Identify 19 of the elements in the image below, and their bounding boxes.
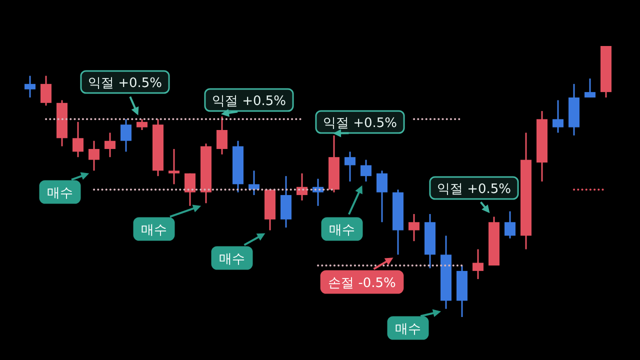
annotation: 익절 +0.5% — [212, 94, 286, 109]
annotation: 익절 +0.5% — [322, 116, 398, 131]
annotation: 매수 — [329, 223, 355, 238]
annotation: 익절 +0.5% — [436, 182, 512, 197]
annotation: 매수 — [321, 217, 363, 241]
annotation: 매수 — [387, 316, 429, 340]
annotation: 익절 +0.5% — [80, 70, 170, 94]
annotation: 매수 — [141, 223, 167, 238]
annotation: 매수 — [47, 186, 73, 201]
annotation: 매수 — [133, 217, 175, 241]
annotation: 익절 +0.5% — [429, 176, 519, 200]
annotation: 익절 +0.5% — [88, 76, 162, 91]
annotation: 매수 — [219, 252, 245, 267]
annotation: 익절 +0.5% — [204, 88, 294, 112]
annotation: 매수 — [211, 246, 253, 270]
annotation: 손절 -0.5% — [320, 270, 404, 294]
annotation: 손절 -0.5% — [328, 276, 396, 291]
annotation: 매수 — [39, 180, 81, 204]
annotation: 익절 +0.5% — [315, 110, 405, 134]
